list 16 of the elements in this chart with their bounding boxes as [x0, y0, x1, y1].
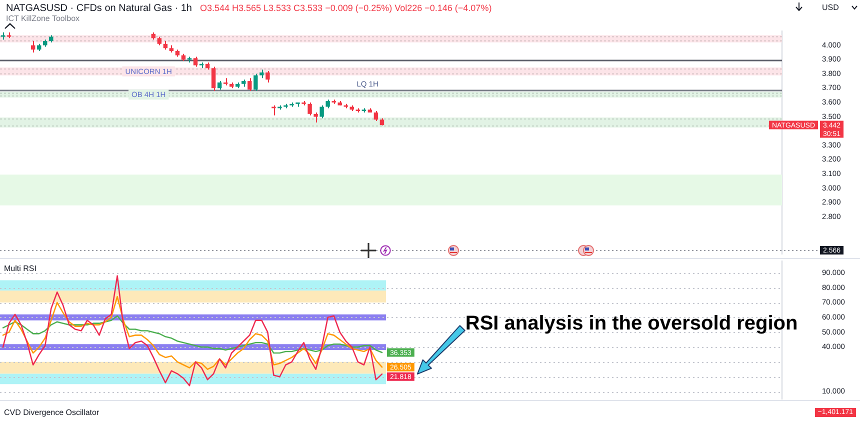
text: CVD Divergence Oscillator	[4, 408, 100, 417]
candlestick	[266, 70, 270, 83]
candlestick	[211, 66, 216, 92]
chart-subtitle: O3.544 H3.565 L3.533 C3.533 −0.009 (−0.25%) Vol226 −0.146 (−4.07%)	[200, 3, 492, 13]
candlestick	[193, 56, 198, 68]
candlestick	[248, 78, 252, 92]
candlestick	[314, 112, 318, 123]
candlestick	[320, 104, 324, 119]
text: ICT KillZone Toolbox	[6, 14, 80, 23]
candlestick	[308, 102, 312, 116]
candlestick	[254, 73, 258, 92]
y-axis-title: USD	[822, 3, 840, 12]
chart-title: NATGASUSD · CFDs on Natural Gas · 1h	[6, 3, 192, 14]
text: Multi RSI	[4, 264, 36, 274]
annotation: RSI analysis in the oversold region	[465, 312, 798, 335]
candlestick	[374, 110, 378, 122]
